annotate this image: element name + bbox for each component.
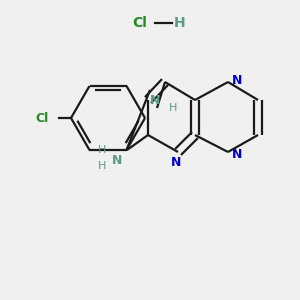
Text: N: N [171, 156, 181, 169]
Text: N: N [150, 94, 160, 106]
Text: H: H [98, 161, 106, 171]
Text: H: H [174, 16, 186, 30]
Text: H: H [169, 103, 177, 113]
Text: Cl: Cl [133, 16, 147, 30]
Text: Cl: Cl [36, 112, 49, 124]
Text: H: H [98, 145, 106, 155]
Text: N: N [232, 148, 242, 160]
Text: N: N [112, 154, 122, 166]
Text: N: N [232, 74, 242, 86]
